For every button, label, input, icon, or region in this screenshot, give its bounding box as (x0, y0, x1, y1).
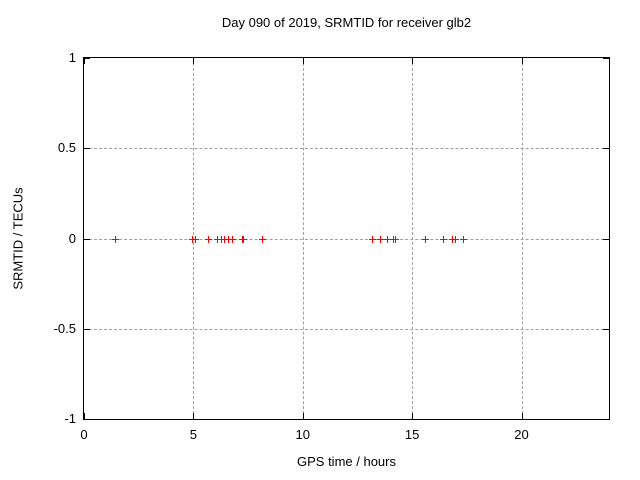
y-axis-label-container: SRMTID / TECUs (8, 58, 28, 419)
x-tick-label: 0 (80, 427, 88, 442)
data-point-marker (368, 235, 376, 243)
y-tick-right (603, 148, 609, 150)
data-point-marker (225, 235, 233, 243)
marker-vbar (216, 235, 218, 243)
marker-vbar (232, 235, 234, 243)
y-tick-right (603, 238, 609, 240)
data-point-marker (392, 235, 400, 243)
marker-vbar (454, 235, 456, 243)
data-point-marker (204, 235, 212, 243)
y-tick-left (84, 238, 90, 240)
data-point-marker (213, 235, 221, 243)
x-tick-bottom (412, 413, 414, 419)
marker-vbar (395, 235, 397, 243)
y-tick-left (84, 58, 90, 59)
marker-vbar (207, 235, 209, 243)
y-tick-label: 0.5 (57, 140, 76, 156)
x-tick-top (84, 58, 85, 64)
data-point-marker (188, 235, 196, 243)
marker-vbar (195, 235, 197, 243)
marker-vbar (261, 235, 263, 243)
x-tick-top (193, 58, 195, 64)
gridline-y (84, 238, 609, 240)
data-point-marker (451, 235, 459, 243)
x-tick-bottom (84, 413, 85, 419)
x-tick-bottom (302, 413, 304, 419)
marker-vbar (115, 235, 117, 243)
data-point-marker (258, 235, 266, 243)
x-tick-top (302, 58, 304, 64)
y-tick-label: 1 (68, 50, 76, 65)
chart-title: Day 090 of 2019, SRMTID for receiver glb… (221, 15, 472, 30)
data-point-marker (376, 235, 384, 243)
marker-vbar (425, 235, 427, 243)
y-tick-right (603, 419, 609, 420)
gridline-y (84, 148, 609, 150)
y-tick-label: -1 (64, 411, 76, 426)
marker-vbar (386, 235, 388, 243)
marker-vbar (191, 235, 193, 243)
y-tick-right (603, 58, 609, 59)
y-tick-left (84, 419, 90, 420)
marker-vbar (228, 235, 230, 243)
data-point-marker (217, 235, 225, 243)
data-point-marker (239, 235, 247, 243)
data-point-marker (229, 235, 237, 243)
marker-vbar (224, 235, 226, 243)
data-point-marker (383, 235, 391, 243)
marker-vbar (220, 235, 222, 243)
y-axis-label: SRMTID / TECUs (10, 187, 26, 290)
gridline-y (84, 328, 609, 330)
marker-vbar (371, 235, 373, 243)
data-point-marker (440, 235, 448, 243)
data-point-marker (422, 235, 430, 243)
x-tick-label: 5 (189, 427, 197, 442)
y-tick-left (84, 328, 90, 330)
x-tick-label: 20 (514, 427, 529, 442)
data-point-marker (112, 235, 120, 243)
x-tick-label: 15 (404, 427, 420, 442)
marker-vbar (242, 235, 244, 243)
marker-vbar (443, 235, 445, 243)
data-point-marker (192, 235, 200, 243)
plot-area: 0 5 10 15 20 -1 -0.5 0 0.5 1 (54, 50, 610, 442)
y-tick-left (84, 148, 90, 150)
x-axis-label: GPS time / hours (297, 454, 396, 469)
data-point-marker (460, 235, 468, 243)
x-tick-top (412, 58, 414, 64)
marker-vbar (379, 235, 381, 243)
data-point-marker (221, 235, 229, 243)
y-tick-right (603, 328, 609, 330)
y-tick-label: 0 (68, 230, 76, 246)
x-tick-top (521, 58, 523, 64)
x-tick-bottom (193, 413, 195, 419)
marker-vbar (463, 235, 465, 243)
x-tick-label: 10 (295, 427, 310, 442)
x-tick-bottom (521, 413, 523, 419)
y-tick-label: -0.5 (53, 320, 76, 336)
